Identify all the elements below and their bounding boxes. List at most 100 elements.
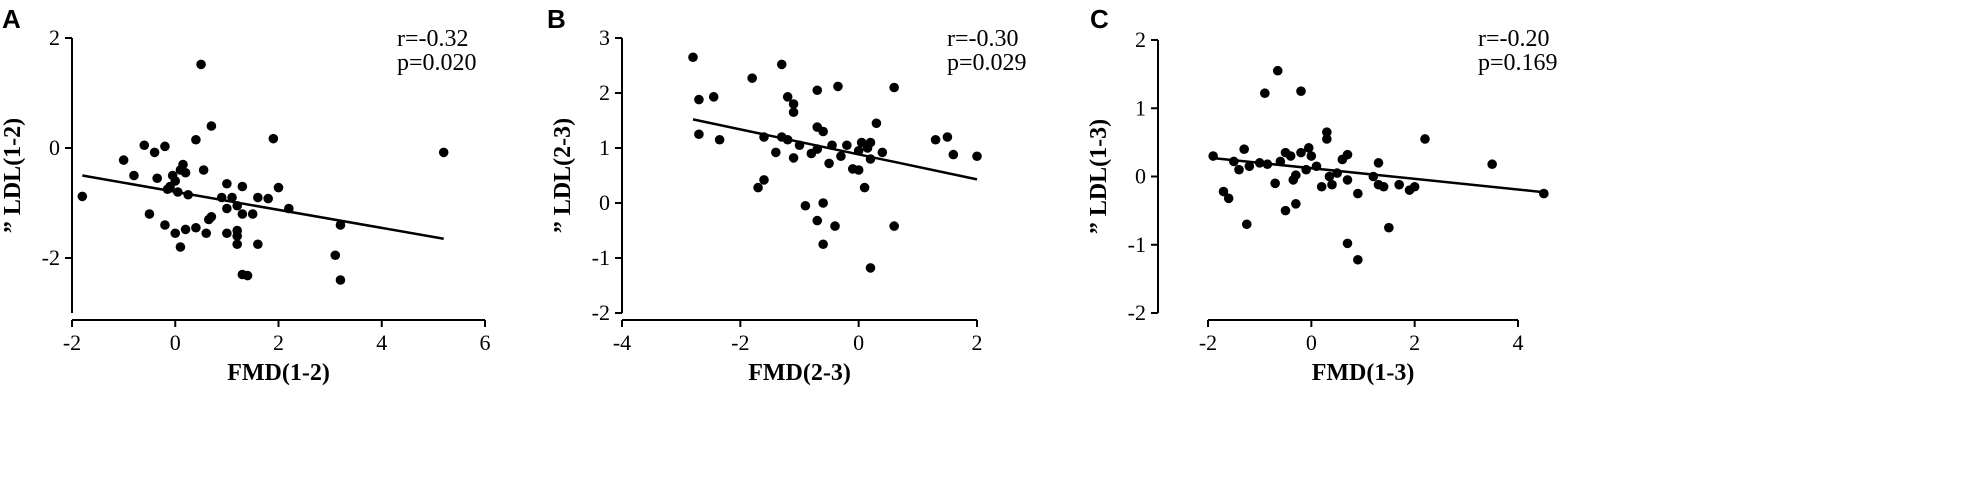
data-point <box>812 85 823 96</box>
data-point <box>865 137 876 148</box>
data-point <box>263 193 273 204</box>
data-point <box>889 82 899 93</box>
y-tick-label: 2 <box>599 80 610 105</box>
data-point <box>1229 156 1239 167</box>
data-point <box>1342 149 1353 160</box>
data-point <box>930 134 941 145</box>
x-axis-title: FMD(2-3) <box>748 360 851 386</box>
data-point <box>865 154 876 164</box>
data-point <box>1234 164 1244 175</box>
data-point <box>201 228 212 239</box>
x-tick-label: -2 <box>1199 330 1217 355</box>
data-point <box>1353 188 1363 199</box>
data-point <box>1301 164 1311 175</box>
data-point <box>1296 86 1306 96</box>
data-point <box>1409 181 1420 192</box>
x-tick-label: 0 <box>170 330 181 355</box>
data-point <box>836 151 846 162</box>
data-point <box>175 242 186 252</box>
data-point <box>1280 205 1291 216</box>
x-tick-label: 4 <box>1513 330 1524 355</box>
data-point <box>1272 65 1283 76</box>
data-point <box>144 209 155 219</box>
data-point <box>788 107 799 118</box>
y-tick-label: 0 <box>49 135 60 160</box>
data-point <box>77 191 88 202</box>
panel-A: A -2 0 2 -2 0 2 4 6 FMD(1-2) ” LDL(1-2) r=-0.32p=0.… <box>0 4 491 386</box>
p-value: p=0.029 <box>947 50 1027 76</box>
data-point <box>1260 88 1270 99</box>
data-point <box>889 221 899 231</box>
data-point <box>139 140 150 151</box>
data-point <box>173 187 183 197</box>
data-point <box>1353 254 1363 265</box>
data-point <box>149 147 160 158</box>
data-point <box>800 200 811 211</box>
y-axis-title: ” LDL(2-3) <box>550 118 576 233</box>
data-point <box>942 132 953 142</box>
r-value: r=-0.32 <box>397 26 469 52</box>
data-point <box>335 275 346 285</box>
y-tick-label: 0 <box>599 190 610 215</box>
data-point <box>833 81 843 92</box>
y-tick-label: 1 <box>599 135 610 160</box>
data-point <box>268 133 279 144</box>
data-point <box>818 198 828 208</box>
data-point <box>1306 151 1317 161</box>
data-point <box>253 192 263 203</box>
data-point <box>178 159 188 170</box>
regression-line <box>82 174 444 240</box>
data-point <box>812 144 823 154</box>
data-point <box>1316 181 1327 192</box>
data-point <box>170 228 181 239</box>
y-tick-label: 3 <box>599 25 610 50</box>
x-axis-title: FMD(1-3) <box>1312 360 1415 386</box>
data-point <box>160 141 170 152</box>
data-point <box>714 134 725 145</box>
data-point <box>1296 147 1306 158</box>
data-point <box>335 220 346 230</box>
y-axis-title: ” LDL(1-2) <box>0 118 26 233</box>
data-point <box>1378 181 1389 192</box>
data-point <box>232 200 242 211</box>
data-point <box>330 250 341 261</box>
data-point <box>237 181 248 192</box>
data-point <box>871 118 882 129</box>
y-tick-label: 1 <box>1135 95 1146 120</box>
data-point <box>1322 134 1332 144</box>
data-point <box>183 189 193 200</box>
data-point <box>824 158 834 169</box>
p-value: p=0.020 <box>397 50 477 76</box>
data-point <box>1342 175 1353 185</box>
data-point <box>237 209 248 219</box>
data-point <box>1384 222 1394 233</box>
data-point <box>1291 170 1301 180</box>
y-tick-label: 2 <box>49 25 60 50</box>
y-tick-label: 2 <box>1135 27 1146 52</box>
data-point <box>1303 143 1314 153</box>
data-point <box>1291 199 1301 209</box>
data-point <box>222 203 232 214</box>
data-point <box>1218 186 1229 197</box>
data-point <box>694 94 704 105</box>
data-point <box>759 132 769 142</box>
data-point <box>794 140 805 151</box>
panel-letter: B <box>547 4 566 34</box>
x-tick-label: 2 <box>273 330 284 355</box>
data-point <box>708 92 719 102</box>
data-point <box>972 151 982 162</box>
data-point <box>776 59 787 70</box>
data-point <box>222 228 232 239</box>
x-tick-label: 2 <box>1409 330 1420 355</box>
data-point <box>242 270 253 281</box>
y-tick-label: -1 <box>592 245 610 270</box>
data-point <box>232 231 242 241</box>
data-point <box>853 165 864 175</box>
data-point <box>1270 178 1280 189</box>
data-point <box>818 239 828 250</box>
data-point <box>688 52 698 63</box>
y-tick-label: -2 <box>42 245 60 270</box>
data-point <box>152 173 162 184</box>
